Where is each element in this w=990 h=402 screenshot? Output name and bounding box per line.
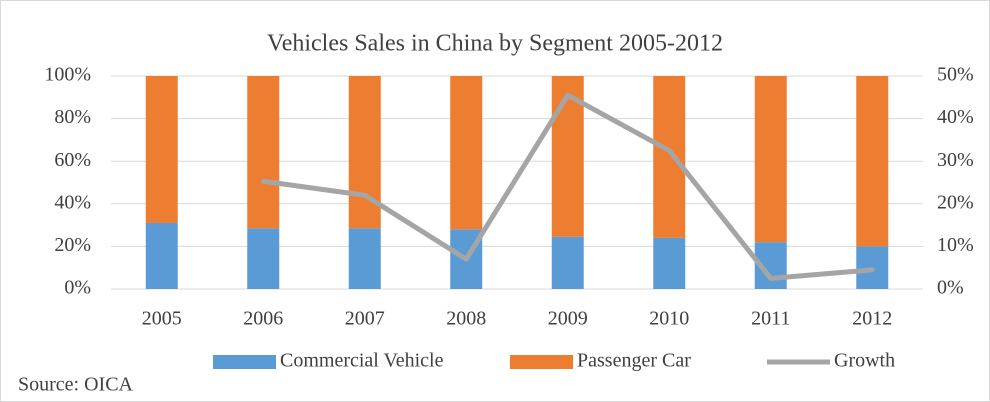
x-tick-label: 2008 <box>446 308 486 330</box>
x-tick-label: 2012 <box>852 308 892 330</box>
x-tick-label: 2006 <box>243 308 283 330</box>
legend-swatch <box>510 355 573 369</box>
bar <box>348 76 381 229</box>
y2-tick-label: 0% <box>937 277 964 299</box>
bar <box>247 76 280 229</box>
x-tick-label: 2009 <box>548 308 588 330</box>
y2-tick-label: 30% <box>937 149 974 171</box>
bar <box>653 76 686 238</box>
bar <box>145 222 178 289</box>
y-tick-label: 20% <box>54 234 91 256</box>
growth-line <box>260 92 875 281</box>
bar <box>348 228 381 289</box>
chart-title: Vehicles Sales in China by Segment 2005-… <box>267 31 723 57</box>
x-tick-label: 2011 <box>751 308 790 330</box>
bar <box>856 76 889 247</box>
legend-swatch <box>213 355 276 369</box>
y-tick-label: 40% <box>54 191 91 213</box>
y-tick-label: 80% <box>54 106 91 128</box>
bar <box>247 228 280 289</box>
source-note: Source: OICA <box>18 374 134 396</box>
bar <box>551 236 584 289</box>
y2-tick-label: 50% <box>937 64 974 86</box>
bar <box>450 76 483 230</box>
legend-label: Passenger Car <box>577 350 691 372</box>
y-tick-label: 100% <box>44 64 91 86</box>
x-tick-label: 2010 <box>649 308 689 330</box>
x-tick-label: 2005 <box>142 308 182 330</box>
x-tick-label: 2007 <box>345 308 385 330</box>
bar <box>145 76 178 223</box>
y2-tick-label: 10% <box>937 234 974 256</box>
y-tick-label: 0% <box>64 277 91 299</box>
legend-label: Growth <box>834 350 895 372</box>
y-tick-label: 60% <box>54 149 91 171</box>
y2-tick-label: 20% <box>937 191 974 213</box>
bar <box>754 76 787 243</box>
y2-tick-label: 40% <box>937 106 974 128</box>
legend-label: Commercial Vehicle <box>280 350 444 372</box>
bar <box>653 237 686 289</box>
